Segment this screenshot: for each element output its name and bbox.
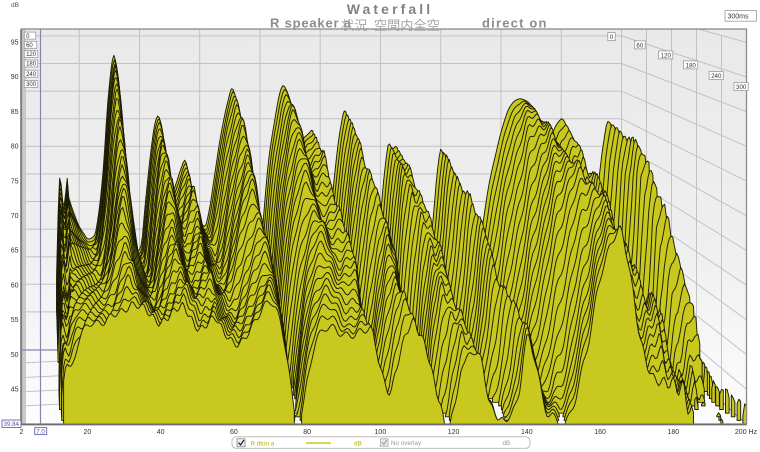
svg-text:70: 70 — [11, 213, 19, 220]
svg-text:120: 120 — [448, 429, 460, 436]
svg-text:65: 65 — [11, 248, 19, 255]
svg-text:90: 90 — [11, 74, 19, 81]
svg-text:180: 180 — [26, 62, 37, 68]
svg-text:45: 45 — [11, 387, 19, 394]
svg-text:95: 95 — [11, 40, 19, 47]
svg-text:60: 60 — [230, 429, 238, 436]
svg-text:60: 60 — [26, 43, 33, 49]
svg-text:50: 50 — [11, 352, 19, 359]
svg-text:direct on: direct on — [482, 16, 548, 31]
svg-text:240: 240 — [711, 73, 722, 80]
svg-text:40: 40 — [157, 429, 165, 436]
svg-text:No overlay: No overlay — [391, 440, 422, 447]
svg-text:300ms: 300ms — [728, 14, 750, 21]
svg-text:dB: dB — [503, 440, 511, 447]
svg-text:20: 20 — [84, 429, 92, 436]
svg-text:140: 140 — [521, 429, 533, 436]
svg-text:0: 0 — [610, 34, 614, 41]
svg-text:85: 85 — [11, 109, 19, 116]
svg-text:60: 60 — [636, 42, 643, 49]
svg-text:160: 160 — [594, 429, 606, 436]
svg-text:R dton a: R dton a — [251, 441, 275, 448]
svg-text:60: 60 — [11, 282, 19, 289]
svg-text:180: 180 — [686, 62, 697, 69]
svg-text:dB: dB — [11, 2, 19, 9]
svg-text:120: 120 — [661, 52, 672, 59]
svg-text:180: 180 — [667, 429, 679, 436]
svg-text:39.84: 39.84 — [4, 421, 20, 428]
svg-text:200 Hz: 200 Hz — [735, 429, 758, 436]
svg-text:0: 0 — [26, 34, 30, 40]
svg-text:80: 80 — [11, 144, 19, 151]
svg-text:75: 75 — [11, 178, 19, 185]
svg-text:120: 120 — [26, 52, 37, 58]
svg-text:55: 55 — [11, 317, 19, 324]
svg-text:R speaker a: R speaker a — [270, 16, 352, 31]
svg-text:100: 100 — [375, 429, 387, 436]
svg-text:Waterfall: Waterfall — [347, 1, 434, 17]
svg-text:7.0: 7.0 — [36, 428, 45, 435]
svg-text:2: 2 — [20, 429, 24, 436]
svg-text:80: 80 — [303, 429, 311, 436]
svg-text:300: 300 — [26, 82, 37, 88]
svg-text:dB: dB — [354, 441, 362, 448]
svg-text:240: 240 — [26, 72, 37, 78]
svg-text:300: 300 — [736, 84, 747, 91]
